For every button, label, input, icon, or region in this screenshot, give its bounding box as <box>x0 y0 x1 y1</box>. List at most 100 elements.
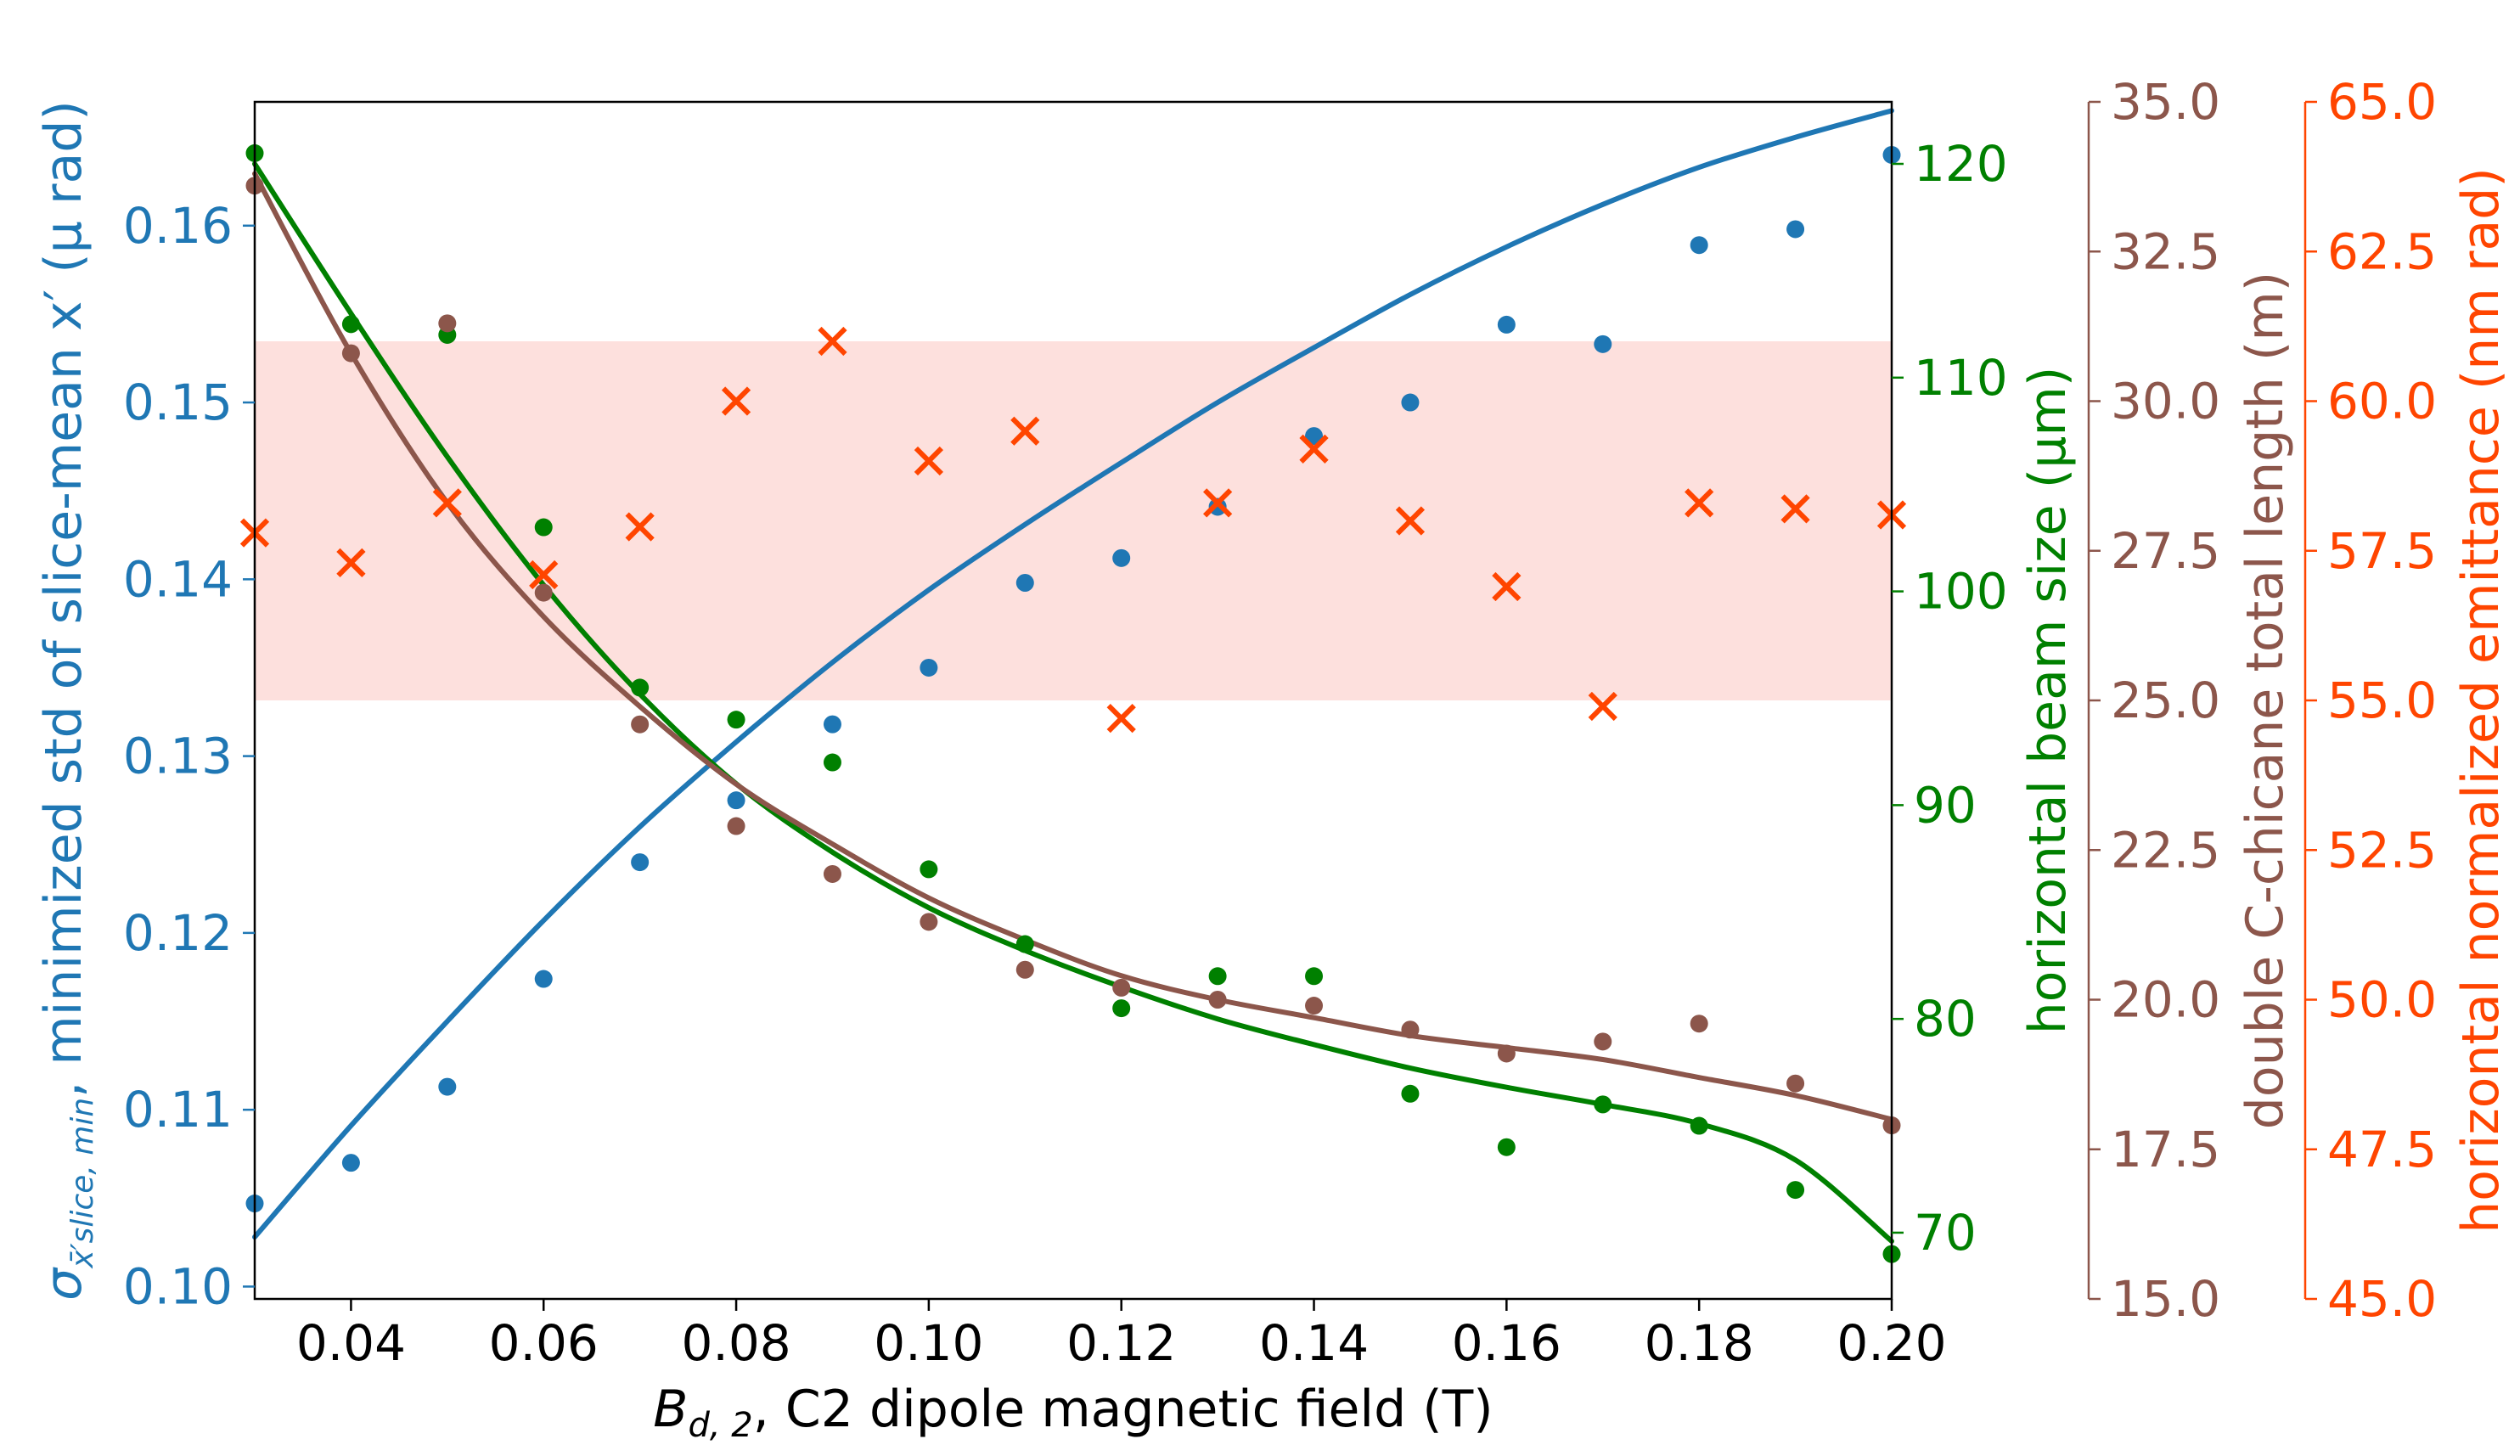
y-tick-label-slice: 0.11 <box>123 1081 233 1138</box>
point-length <box>1786 1074 1805 1093</box>
point-slice <box>727 791 745 810</box>
fit-line-length <box>252 171 1894 1122</box>
point-length <box>341 344 360 363</box>
y-axis-label-emittance: horizontal normalized emittance (nm rad) <box>2451 167 2511 1234</box>
point-beam <box>534 518 553 537</box>
fit-line-slice <box>252 108 1894 1240</box>
y-axis-label-slice: σx̄′slice, min, minimized std of slice-m… <box>34 100 100 1301</box>
y-tick-label-emittance: 47.5 <box>2327 1121 2437 1178</box>
y-tick-label-beam: 120 <box>1914 135 2008 193</box>
point-beam <box>920 860 938 879</box>
point-emittance <box>1685 488 1714 518</box>
y-tick-label-emittance: 60.0 <box>2327 373 2437 430</box>
y-tick-label-length: 20.0 <box>2111 971 2220 1029</box>
point-length <box>534 583 553 602</box>
point-beam <box>1690 1116 1708 1135</box>
point-length <box>1690 1015 1708 1033</box>
y-tick-label-slice: 0.14 <box>123 550 233 608</box>
point-slice <box>1401 393 1420 412</box>
point-emittance <box>1395 506 1426 536</box>
y-axis-label-slice-subscript: x̄′slice, min <box>65 1098 100 1269</box>
y-tick-label-emittance: 50.0 <box>2327 971 2437 1029</box>
point-beam <box>1305 967 1324 986</box>
emittance-band <box>255 341 1892 700</box>
y-tick-label-slice: 0.15 <box>123 374 233 431</box>
point-emittance <box>1780 494 1810 524</box>
point-length <box>1594 1032 1612 1051</box>
x-tick-label: 0.10 <box>874 1314 983 1372</box>
point-emittance <box>914 446 944 476</box>
y-tick-label-beam: 90 <box>1914 776 1977 834</box>
point-slice <box>631 853 650 872</box>
y-tick-label-emittance: 55.0 <box>2327 672 2437 729</box>
point-beam <box>1208 967 1227 986</box>
point-slice <box>1786 220 1805 239</box>
point-length <box>1112 978 1131 997</box>
point-length <box>631 715 650 734</box>
point-layer <box>239 143 1907 1263</box>
point-emittance <box>1010 416 1040 446</box>
y-tick-label-beam: 80 <box>1914 990 1977 1048</box>
y-axis-label-slice-symbol: σ <box>34 1267 93 1301</box>
point-slice <box>920 658 938 677</box>
y-axis-label-beam-size: horizontal beam size (μm) <box>2018 367 2078 1034</box>
point-emittance <box>1588 691 1617 722</box>
x-axis-label-text: , C2 dipole magnetic field (T) <box>753 1380 1493 1439</box>
y-tick-label-emittance: 52.5 <box>2327 821 2437 879</box>
point-beam <box>1497 1138 1516 1156</box>
point-emittance <box>1492 571 1522 602</box>
y-tick-label-length: 27.5 <box>2111 522 2220 580</box>
point-beam <box>1594 1095 1612 1114</box>
point-beam <box>341 315 360 334</box>
x-tick-label: 0.12 <box>1066 1314 1176 1372</box>
y-tick-label-slice: 0.13 <box>123 728 233 785</box>
point-beam <box>1112 999 1131 1018</box>
point-length <box>1208 991 1227 1009</box>
label-layer: Bd, 2, C2 dipole magnetic field (T) σx̄′… <box>34 100 2511 1445</box>
y-tick-label-length: 17.5 <box>2111 1121 2220 1178</box>
y-tick-label-length: 30.0 <box>2111 373 2220 430</box>
point-slice <box>438 1077 457 1096</box>
point-emittance <box>1106 704 1136 734</box>
point-slice <box>1112 548 1131 567</box>
point-emittance <box>1299 434 1329 464</box>
x-tick-label: 0.18 <box>1645 1314 1754 1372</box>
point-slice <box>1015 573 1034 592</box>
y-tick-label-length: 15.0 <box>2111 1270 2220 1328</box>
point-emittance <box>1202 488 1233 518</box>
point-length <box>823 864 841 883</box>
point-beam <box>823 753 841 772</box>
point-emittance <box>625 512 655 542</box>
y-tick-label-length: 22.5 <box>2111 821 2220 879</box>
y-tick-label-beam: 110 <box>1914 349 2008 407</box>
point-beam <box>631 678 650 697</box>
point-slice <box>1594 334 1612 353</box>
point-slice <box>1497 315 1516 334</box>
plot-frame <box>253 100 1893 1301</box>
point-length <box>1305 997 1324 1015</box>
x-tick-label: 0.06 <box>489 1314 599 1372</box>
point-slice <box>1305 427 1324 446</box>
point-length <box>1401 1020 1420 1039</box>
x-axis-label: Bd, 2, C2 dipole magnetic field (T) <box>653 1380 1493 1445</box>
point-beam <box>727 711 745 729</box>
point-slice <box>823 715 841 734</box>
x-tick-label: 0.16 <box>1452 1314 1561 1372</box>
y-tick-label-slice: 0.12 <box>123 904 233 962</box>
band-layer <box>255 341 1892 700</box>
x-axis-label-symbol: B <box>653 1380 688 1439</box>
x-axis-label-subscript: d, 2 <box>688 1406 752 1445</box>
y-tick-label-length: 25.0 <box>2111 672 2220 729</box>
y-tick-label-emittance: 65.0 <box>2327 73 2437 131</box>
y-axis-label-chicane-length: double C-chicane total length (m) <box>2236 272 2295 1129</box>
point-slice <box>534 970 553 988</box>
y-tick-label-length: 32.5 <box>2111 222 2220 280</box>
y-tick-label-length: 35.0 <box>2111 73 2220 131</box>
point-emittance <box>529 559 559 590</box>
axes-layer: 0.04 0.06 0.08 0.10 0.12 0.14 0.16 0.18 0.20 0.10… <box>123 73 2437 1372</box>
point-length <box>1015 960 1034 979</box>
point-length <box>1497 1044 1516 1063</box>
point-length <box>727 817 745 835</box>
y-tick-label-slice: 0.16 <box>123 197 233 255</box>
